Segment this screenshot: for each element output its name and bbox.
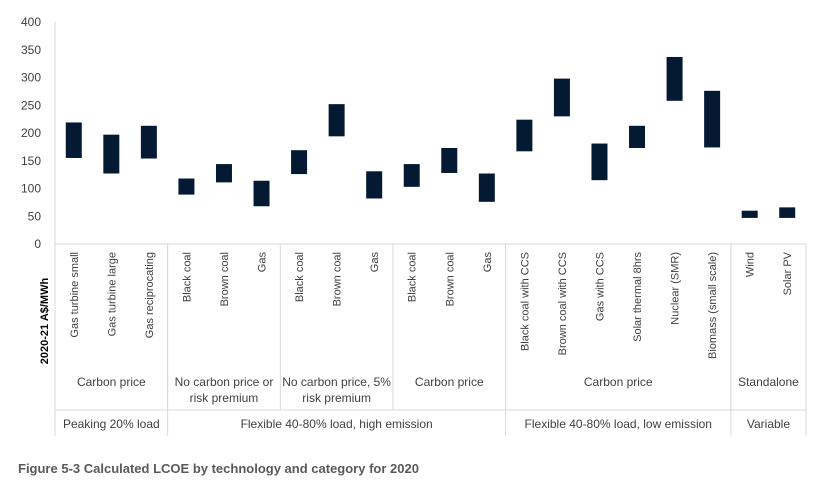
category-label: Nuclear (SMR) <box>670 252 682 325</box>
category-label: Black coal <box>181 252 193 302</box>
y-tick-label: 300 <box>21 71 41 85</box>
group-label: Flexible 40-80% load, high emission <box>241 417 433 431</box>
category-label: Gas turbine small <box>69 252 81 338</box>
range-bar <box>441 147 458 173</box>
category-label: Biomass (small scale) <box>707 252 719 359</box>
range-bar <box>140 125 157 159</box>
range-bar <box>253 180 270 207</box>
category-label: Black coal with CCS <box>519 252 531 351</box>
range-bar <box>291 150 308 175</box>
group-label: Variable <box>747 417 790 431</box>
category-label: Gas <box>369 252 381 273</box>
y-axis-title-wrap: 2020-21 A$/MWh <box>8 246 60 396</box>
y-tick-label: 250 <box>21 98 41 112</box>
category-axis: Gas turbine small Gas turbine large Gas re… <box>54 243 807 436</box>
subgroup-label: Carbon price <box>77 375 146 389</box>
category-label: Brown coal <box>444 252 456 306</box>
category-label: Solar thermal 8hrs <box>632 252 644 342</box>
group-label: Flexible 40-80% load, low emission <box>525 417 712 431</box>
range-bar <box>516 119 533 152</box>
category-label: Black coal <box>294 252 306 302</box>
category-label: Gas turbine large <box>106 252 118 336</box>
category-label: Brown coal <box>332 252 344 306</box>
range-bar <box>666 56 683 101</box>
category-label: Solar PV <box>782 251 794 295</box>
subgroup-label: Standalone <box>738 375 799 389</box>
category-label: Brown coal with CCS <box>557 252 569 355</box>
range-bar <box>366 171 383 199</box>
y-axis: 0 50 100 150 200 250 300 350 400 <box>21 15 56 251</box>
range-bar <box>215 164 232 183</box>
range-bar <box>178 178 195 195</box>
category-label: Gas with CCS <box>594 252 606 321</box>
category-label: Brown coal <box>219 252 231 306</box>
bars <box>65 56 796 218</box>
y-tick-label: 200 <box>21 126 41 140</box>
category-label: Black coal <box>407 252 419 302</box>
range-bar <box>65 122 82 158</box>
range-bar <box>779 207 796 218</box>
category-label: Gas <box>257 252 269 273</box>
category-label: Gas <box>482 252 494 273</box>
subgroup-label: Carbon price <box>584 375 653 389</box>
figure-caption: Figure 5-3 Calculated LCOE by technology… <box>18 461 419 476</box>
category-label: Gas reciprocating <box>144 252 156 338</box>
subgroup-label: risk premium <box>190 391 259 405</box>
range-bar <box>328 104 345 137</box>
category-label: Wind <box>745 252 757 277</box>
subgroup-label: risk premium <box>302 391 371 405</box>
y-axis-title: 2020-21 A$/MWh <box>39 278 51 365</box>
range-bar <box>478 173 495 202</box>
range-bar <box>741 210 758 218</box>
y-tick-label: 100 <box>21 182 41 196</box>
y-tick-label: 0 <box>34 237 41 251</box>
subgroup-label: No carbon price or <box>175 375 274 389</box>
range-bar <box>704 90 721 148</box>
group-label: Peaking 20% load <box>63 417 160 431</box>
subgroup-label: Carbon price <box>415 375 484 389</box>
range-bar <box>553 78 570 117</box>
y-tick-label: 50 <box>28 209 42 223</box>
range-bar <box>629 125 646 148</box>
range-bar <box>403 164 420 187</box>
y-tick-label: 150 <box>21 154 41 168</box>
range-bar <box>103 134 120 174</box>
range-bar <box>591 143 608 181</box>
y-tick-label: 400 <box>21 15 41 29</box>
y-tick-label: 350 <box>21 43 41 57</box>
subgroup-label: No carbon price, 5% <box>282 375 391 389</box>
